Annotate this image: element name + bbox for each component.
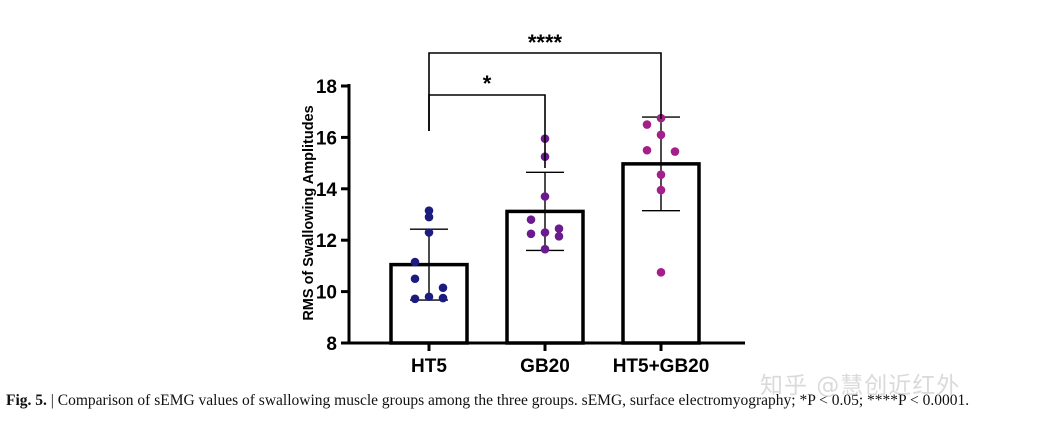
data-point — [554, 232, 564, 241]
data-point — [540, 192, 550, 201]
caption-label: Fig. 5. — [6, 392, 47, 409]
data-point — [540, 228, 550, 237]
significance-bracket — [428, 52, 662, 131]
data-point — [424, 292, 434, 302]
y-tick-label: 10 — [316, 283, 337, 304]
data-point — [410, 274, 420, 284]
caption-text: | Comparison of sEMG values of swallowin… — [46, 392, 970, 409]
data-point — [410, 294, 420, 304]
data-point — [642, 120, 652, 129]
data-point — [438, 293, 448, 303]
x-tick-label: HT5 — [411, 356, 447, 377]
y-tick-label: 14 — [316, 180, 338, 201]
x-tick-label: GB20 — [520, 356, 570, 377]
data-point — [540, 244, 550, 254]
watermark-text: 知乎 @慧创近红外 — [760, 373, 961, 399]
y-tick-label: 18 — [316, 77, 337, 98]
data-point — [656, 268, 666, 277]
data-point — [410, 257, 420, 267]
data-point — [424, 228, 434, 237]
x-tick-label: HT5+GB20 — [613, 356, 710, 377]
data-point — [424, 206, 434, 215]
y-tick-label: 8 — [326, 334, 337, 355]
data-point — [642, 145, 652, 155]
data-point — [656, 185, 666, 195]
data-point — [656, 130, 666, 140]
data-point — [438, 283, 448, 293]
significance-label: * — [483, 71, 492, 96]
data-point — [670, 147, 680, 156]
data-point — [526, 229, 536, 239]
data-point — [554, 224, 564, 233]
figure-caption: Fig. 5. | Comparison of sEMG values of s… — [6, 391, 1036, 410]
chart-area: 8 10 12 14 16 18 HT5 GB20 HT5+GB20 * **** RMS of … — [301, 30, 745, 377]
data-point — [656, 170, 666, 179]
y-tick-label: 12 — [316, 231, 337, 252]
significance-label: **** — [528, 30, 563, 55]
significance-bracket — [428, 94, 546, 168]
y-tick-label: 16 — [316, 128, 337, 149]
data-point — [424, 212, 434, 222]
data-point — [526, 215, 536, 224]
y-axis-title: RMS of Swallowing Amplitudes — [301, 105, 317, 320]
